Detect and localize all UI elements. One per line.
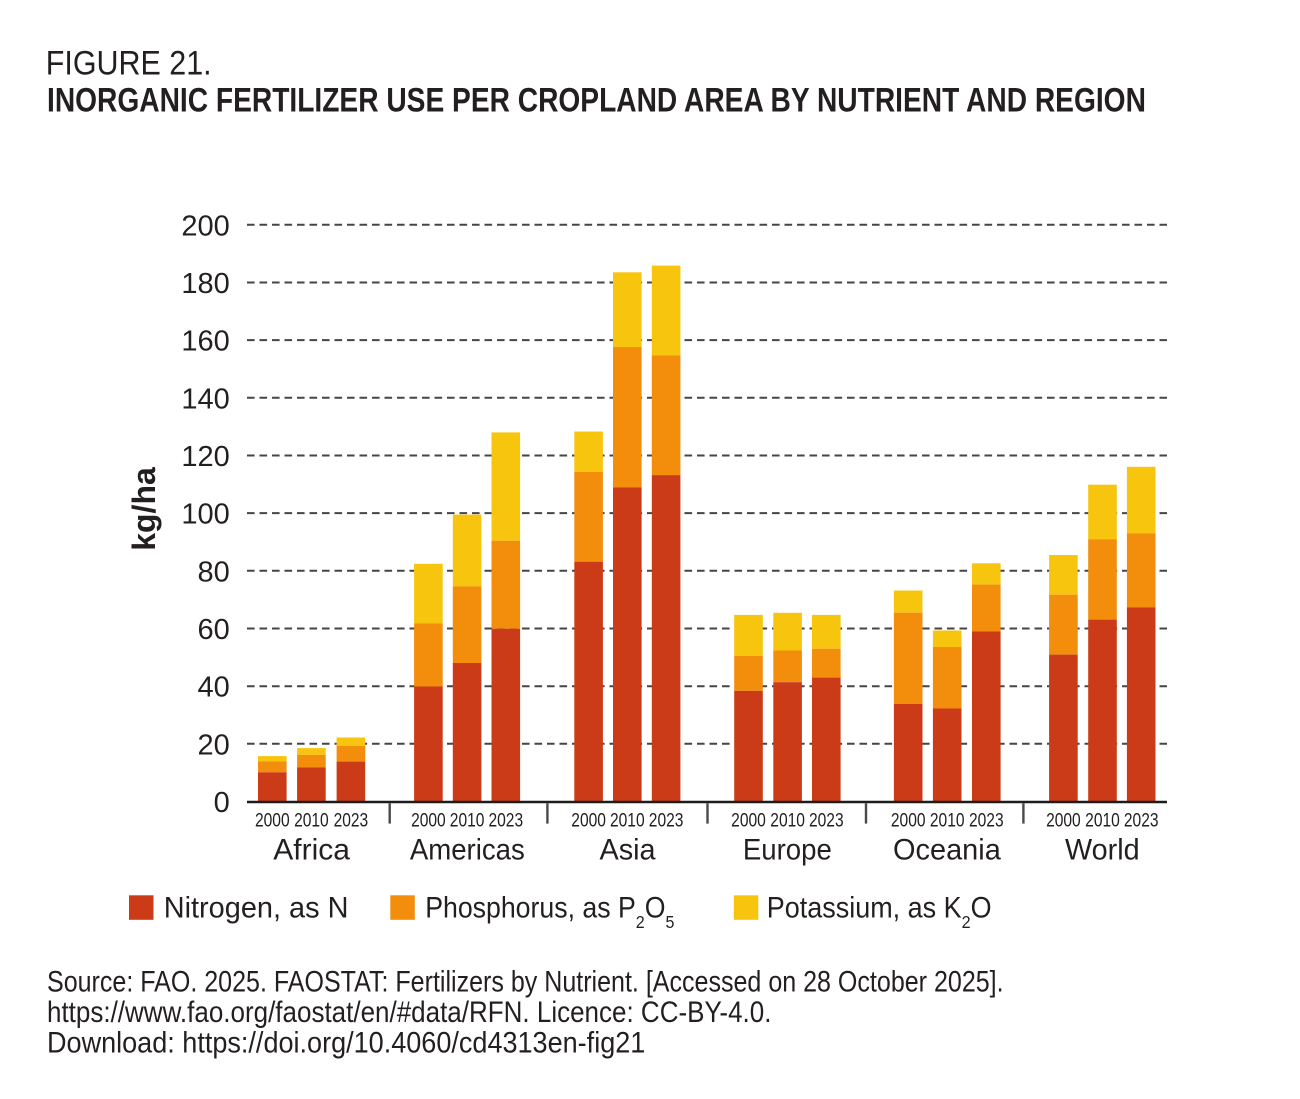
svg-text:0: 0 [214,787,230,819]
svg-text:2000: 2000 [891,809,926,831]
svg-text:Oceania: Oceania [893,833,1001,867]
svg-text:80: 80 [198,556,230,588]
svg-text:Download: https://doi.org/10.4: Download: https://doi.org/10.4060/cd4313… [47,1026,645,1060]
svg-text:2000: 2000 [1046,809,1081,831]
svg-text:2000: 2000 [255,809,290,831]
svg-text:2010: 2010 [1085,809,1120,831]
svg-text:2023: 2023 [334,809,369,831]
svg-text:2010: 2010 [930,809,965,831]
svg-text:Nitrogen, as N: Nitrogen, as N [164,891,349,925]
svg-text:World: World [1065,833,1140,867]
svg-text:20: 20 [198,729,230,761]
svg-text:2023: 2023 [969,809,1004,831]
svg-text:60: 60 [198,614,230,646]
svg-text:2010: 2010 [610,809,645,831]
svg-text:2010: 2010 [450,809,485,831]
svg-text:2023: 2023 [649,809,684,831]
svg-text:2010: 2010 [294,809,329,831]
svg-text:2000: 2000 [411,809,446,831]
svg-text:FIGURE 21.: FIGURE 21. [46,44,212,82]
svg-text:200: 200 [181,210,229,242]
svg-text:2000: 2000 [731,809,766,831]
svg-text:160: 160 [181,326,229,358]
svg-text:Asia: Asia [599,833,656,867]
svg-text:40: 40 [198,672,230,704]
svg-text:2023: 2023 [809,809,844,831]
svg-text:INORGANIC FERTILIZER USE PER C: INORGANIC FERTILIZER USE PER CROPLAND AR… [47,81,1146,119]
svg-text:2023: 2023 [488,809,523,831]
svg-text:120: 120 [181,441,229,473]
svg-text:2010: 2010 [770,809,805,831]
svg-text:https://www.fao.org/faostat/en: https://www.fao.org/faostat/en/#data/RFN… [47,995,771,1028]
svg-text:kg/ha: kg/ha [126,467,162,551]
svg-text:Source: FAO. 2025. FAOSTAT: Fe: Source: FAO. 2025. FAOSTAT: Fertilizers … [47,964,1004,998]
svg-text:Americas: Americas [410,833,525,866]
svg-text:2000: 2000 [571,809,606,831]
svg-text:180: 180 [181,268,229,300]
svg-text:Africa: Africa [273,834,350,867]
svg-text:2023: 2023 [1124,809,1159,831]
svg-text:140: 140 [181,383,229,415]
svg-text:100: 100 [181,499,229,531]
svg-text:Europe: Europe [743,833,832,866]
